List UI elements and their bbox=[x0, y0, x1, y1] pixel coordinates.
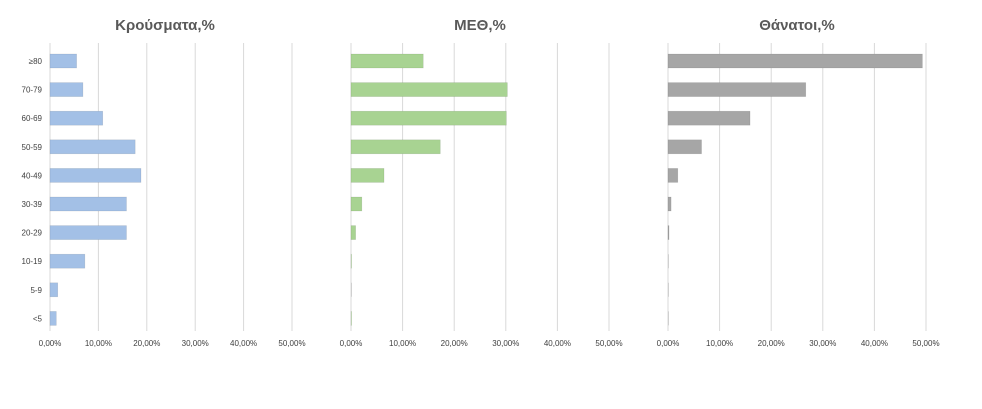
x-tick-label: 40,00% bbox=[230, 339, 257, 348]
x-tick-label: 20,00% bbox=[133, 339, 160, 348]
x-tick-label: 20,00% bbox=[758, 339, 785, 348]
category-label: 10-19 bbox=[22, 257, 43, 266]
x-tick-label: 40,00% bbox=[861, 339, 888, 348]
bar bbox=[49, 282, 59, 298]
x-tick-label: 40,00% bbox=[544, 339, 571, 348]
bar bbox=[667, 110, 751, 126]
x-tick-label: 10,00% bbox=[706, 339, 733, 348]
chart-title: Θάνατοι,% bbox=[759, 17, 835, 34]
bar bbox=[49, 82, 84, 97]
x-tick-label: 10,00% bbox=[389, 339, 416, 348]
chart-panel-2: ΜΕΘ,% 0,00% 10,00% 20,00% 30,00% 40,00% 50,00% bbox=[340, 17, 623, 348]
bar bbox=[667, 196, 672, 212]
bar bbox=[667, 225, 670, 240]
bar bbox=[49, 196, 127, 212]
bar bbox=[350, 311, 352, 326]
x-tick-label: 0,00% bbox=[340, 339, 363, 348]
x-tick-label: 0,00% bbox=[657, 339, 680, 348]
x-tick-label: 0,00% bbox=[39, 339, 62, 348]
category-label: 30-39 bbox=[22, 200, 43, 209]
chart-panel-1: Κρούσματα,% 0,00% 10,00% 20,00% 30,00% 40,00%… bbox=[22, 17, 306, 348]
bar bbox=[49, 225, 127, 240]
chart-title: ΜΕΘ,% bbox=[454, 17, 506, 34]
x-tick-label: 10,00% bbox=[85, 339, 112, 348]
category-label: 50-59 bbox=[22, 143, 43, 152]
x-tick-label: 50,00% bbox=[278, 339, 305, 348]
category-label: 70-79 bbox=[22, 86, 43, 95]
bar bbox=[49, 53, 77, 69]
bar bbox=[667, 168, 679, 183]
x-tick-label: 50,00% bbox=[912, 339, 939, 348]
chart-title: Κρούσματα,% bbox=[115, 17, 215, 34]
chart-panel-3: Θάνατοι,% 0,00% 10,00% 20,00% 30,00% 40,00% 50… bbox=[657, 17, 940, 348]
bar bbox=[350, 139, 441, 155]
bar bbox=[350, 168, 385, 183]
bar bbox=[350, 53, 424, 69]
bar bbox=[49, 253, 86, 269]
bar bbox=[49, 168, 142, 183]
bar bbox=[49, 139, 136, 155]
bar bbox=[49, 110, 104, 126]
bar bbox=[350, 82, 508, 97]
x-tick-label: 20,00% bbox=[441, 339, 468, 348]
bar bbox=[49, 311, 57, 326]
category-label: 60-69 bbox=[22, 114, 43, 123]
bar bbox=[667, 53, 923, 69]
bar bbox=[350, 253, 352, 269]
x-tick-label: 30,00% bbox=[182, 339, 209, 348]
category-label: <5 bbox=[33, 314, 43, 323]
bar bbox=[667, 139, 702, 155]
x-tick-label: 30,00% bbox=[492, 339, 519, 348]
bar bbox=[667, 82, 807, 97]
category-label: 5-9 bbox=[30, 286, 42, 295]
category-label: 20-29 bbox=[22, 229, 43, 238]
category-label: ≥80 bbox=[29, 57, 43, 66]
x-tick-label: 50,00% bbox=[595, 339, 622, 348]
x-tick-label: 30,00% bbox=[809, 339, 836, 348]
bar bbox=[350, 225, 356, 240]
category-label: 40-49 bbox=[22, 171, 43, 180]
bar bbox=[350, 110, 507, 126]
bar bbox=[350, 196, 363, 212]
